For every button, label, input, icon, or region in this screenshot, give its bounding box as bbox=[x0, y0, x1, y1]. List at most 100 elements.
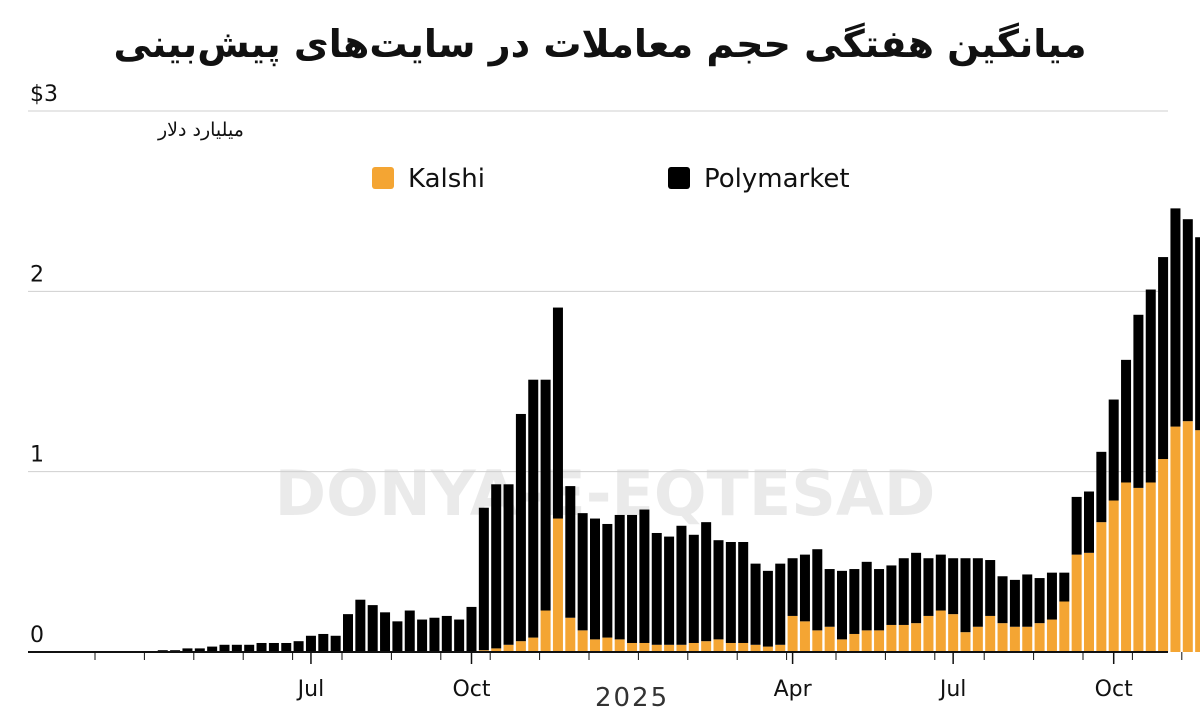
bar-polymarket bbox=[972, 558, 983, 627]
bar-kalshi bbox=[985, 615, 996, 652]
bar-polymarket bbox=[1182, 219, 1193, 422]
bar-polymarket bbox=[639, 509, 650, 643]
watermark: DONYA-E-EQTESAD bbox=[275, 457, 936, 530]
bar-polymarket bbox=[960, 558, 971, 633]
y-axis-unit-label: میلیارد دلار bbox=[157, 119, 244, 141]
bar-polymarket bbox=[478, 507, 489, 651]
bar-kalshi bbox=[750, 644, 761, 652]
bar-polymarket bbox=[898, 558, 909, 625]
bar-polymarket bbox=[1096, 451, 1107, 523]
bar-kalshi bbox=[911, 623, 922, 652]
bar-polymarket bbox=[837, 570, 847, 640]
bar-kalshi bbox=[503, 644, 514, 652]
bar-polymarket bbox=[515, 413, 526, 642]
bar-kalshi bbox=[935, 610, 946, 652]
bar-polymarket bbox=[725, 541, 736, 643]
bar-kalshi bbox=[1108, 500, 1119, 652]
bar-polymarket bbox=[985, 560, 996, 616]
bar-polymarket bbox=[503, 484, 514, 645]
bar-polymarket bbox=[738, 541, 749, 643]
y-tick-label: 2 bbox=[30, 262, 44, 287]
bar-kalshi bbox=[639, 642, 650, 652]
bar-polymarket bbox=[688, 534, 699, 643]
bar-kalshi bbox=[799, 621, 810, 652]
chart-title: میانگین هفتگی حجم معاملات در سایت‌های پی… bbox=[113, 22, 1087, 66]
bar-kalshi bbox=[590, 639, 600, 652]
bar-kalshi bbox=[812, 630, 823, 652]
bar-polymarket bbox=[874, 569, 885, 631]
bar-kalshi bbox=[923, 615, 934, 652]
bar-polymarket bbox=[355, 599, 366, 652]
bar-polymarket bbox=[404, 610, 415, 652]
bar-polymarket bbox=[590, 518, 600, 640]
bar-kalshi bbox=[874, 630, 885, 652]
bar-polymarket bbox=[268, 642, 279, 652]
bar-kalshi bbox=[1121, 482, 1132, 652]
bar-polymarket bbox=[256, 642, 267, 652]
bar-polymarket bbox=[244, 644, 255, 652]
bar-kalshi bbox=[948, 614, 959, 652]
x-tick-label: Jul bbox=[938, 677, 967, 702]
bar-polymarket bbox=[343, 614, 353, 652]
x-tick-label: Oct bbox=[452, 677, 490, 702]
bar-kalshi bbox=[1059, 601, 1070, 652]
x-tick-label: Oct bbox=[1095, 677, 1133, 702]
bar-polymarket bbox=[380, 612, 391, 652]
bar-polymarket bbox=[392, 621, 403, 652]
bar-polymarket bbox=[824, 569, 835, 627]
bar-polymarket bbox=[194, 648, 205, 652]
bar-polymarket bbox=[528, 379, 539, 638]
bar-polymarket bbox=[231, 644, 242, 652]
bar-kalshi bbox=[688, 642, 699, 652]
x-tick-label: Jul bbox=[296, 677, 325, 702]
bar-polymarket bbox=[614, 514, 625, 640]
bar-polymarket bbox=[305, 635, 316, 652]
legend-swatch-polymarket bbox=[668, 167, 690, 189]
bar-polymarket bbox=[417, 619, 428, 652]
bars bbox=[157, 208, 1200, 652]
bar-kalshi bbox=[762, 646, 773, 652]
bar-polymarket bbox=[775, 563, 786, 645]
bar-kalshi bbox=[738, 642, 749, 652]
bar-kalshi bbox=[1170, 426, 1181, 652]
bar-kalshi bbox=[1158, 459, 1169, 652]
bar-kalshi bbox=[1009, 626, 1020, 652]
bar-polymarket bbox=[1022, 574, 1033, 627]
bar-polymarket bbox=[318, 633, 329, 652]
bar-polymarket bbox=[651, 532, 662, 645]
bar-kalshi bbox=[540, 610, 551, 652]
y-tick-label: 1 bbox=[30, 443, 44, 468]
bar-polymarket bbox=[1158, 257, 1169, 460]
bar-kalshi bbox=[1133, 487, 1144, 652]
legend: Kalshi Polymarket bbox=[372, 164, 850, 194]
bar-polymarket bbox=[293, 641, 304, 652]
bar-kalshi bbox=[1084, 552, 1094, 652]
bar-polymarket bbox=[441, 615, 452, 652]
bar-polymarket bbox=[997, 576, 1008, 624]
axes: 0 1 2 $3 میلیارد دلار Jul Oct Apr Jul Oct 2025 bbox=[28, 82, 1183, 713]
bar-polymarket bbox=[1170, 208, 1181, 427]
bar-polymarket bbox=[787, 558, 798, 616]
bar-kalshi bbox=[775, 644, 786, 652]
bar-polymarket bbox=[1071, 496, 1082, 555]
bar-kalshi bbox=[837, 639, 847, 652]
bar-polymarket bbox=[330, 635, 341, 652]
bar-kalshi bbox=[824, 626, 835, 652]
bar-polymarket bbox=[454, 619, 465, 652]
bar-kalshi bbox=[1096, 522, 1107, 652]
bar-kalshi bbox=[552, 518, 563, 652]
x-year-label: 2025 bbox=[595, 683, 669, 713]
bar-polymarket bbox=[861, 561, 872, 631]
bar-polymarket bbox=[923, 558, 934, 616]
bar-kalshi bbox=[614, 639, 625, 652]
bar-polymarket bbox=[1145, 289, 1156, 483]
bar-kalshi bbox=[651, 644, 662, 652]
bar-polymarket bbox=[429, 617, 440, 652]
bar-polymarket bbox=[565, 486, 576, 618]
bar-polymarket bbox=[701, 522, 712, 642]
gridlines bbox=[28, 110, 1168, 473]
bar-kalshi bbox=[1046, 619, 1057, 652]
bar-polymarket bbox=[762, 570, 773, 647]
legend-label-polymarket: Polymarket bbox=[704, 164, 850, 194]
svg-text:DONYA-E-EQTESAD: DONYA-E-EQTESAD bbox=[275, 457, 936, 530]
